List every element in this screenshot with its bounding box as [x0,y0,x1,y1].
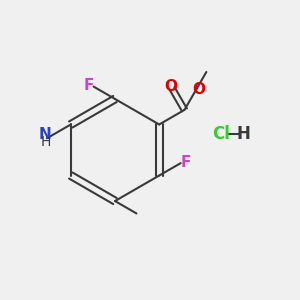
Text: F: F [180,155,190,170]
Text: O: O [192,82,205,98]
Text: Cl: Cl [212,125,230,143]
Text: H: H [236,125,250,143]
Text: O: O [164,80,177,94]
Text: H: H [40,135,50,149]
Text: N: N [39,127,52,142]
Text: F: F [84,79,94,94]
